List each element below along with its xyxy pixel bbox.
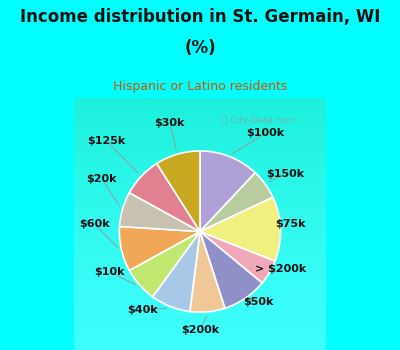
Text: Income distribution in St. Germain, WI: Income distribution in St. Germain, WI bbox=[20, 8, 380, 26]
Text: > $200k: > $200k bbox=[255, 264, 306, 274]
Text: $75k: $75k bbox=[276, 219, 306, 229]
Text: $125k: $125k bbox=[88, 136, 126, 146]
Wedge shape bbox=[200, 197, 281, 261]
Text: ⓘ City-Data.com: ⓘ City-Data.com bbox=[222, 116, 294, 125]
Wedge shape bbox=[157, 151, 200, 232]
Wedge shape bbox=[200, 173, 273, 232]
Text: $200k: $200k bbox=[181, 325, 219, 335]
Text: $30k: $30k bbox=[154, 118, 185, 128]
Wedge shape bbox=[153, 232, 200, 312]
Wedge shape bbox=[119, 226, 200, 271]
Text: $150k: $150k bbox=[267, 169, 305, 178]
Text: $50k: $50k bbox=[243, 297, 273, 307]
Text: $20k: $20k bbox=[86, 174, 117, 184]
Text: (%): (%) bbox=[184, 39, 216, 57]
Wedge shape bbox=[200, 232, 275, 283]
Wedge shape bbox=[129, 232, 200, 297]
Text: Hispanic or Latino residents: Hispanic or Latino residents bbox=[113, 80, 287, 93]
Wedge shape bbox=[190, 232, 225, 312]
Text: $40k: $40k bbox=[127, 305, 157, 315]
Text: $60k: $60k bbox=[79, 219, 110, 229]
Text: $100k: $100k bbox=[246, 128, 284, 138]
Wedge shape bbox=[129, 163, 200, 232]
Wedge shape bbox=[120, 193, 200, 232]
Text: $10k: $10k bbox=[94, 267, 124, 277]
Wedge shape bbox=[200, 232, 262, 308]
Wedge shape bbox=[200, 151, 255, 232]
